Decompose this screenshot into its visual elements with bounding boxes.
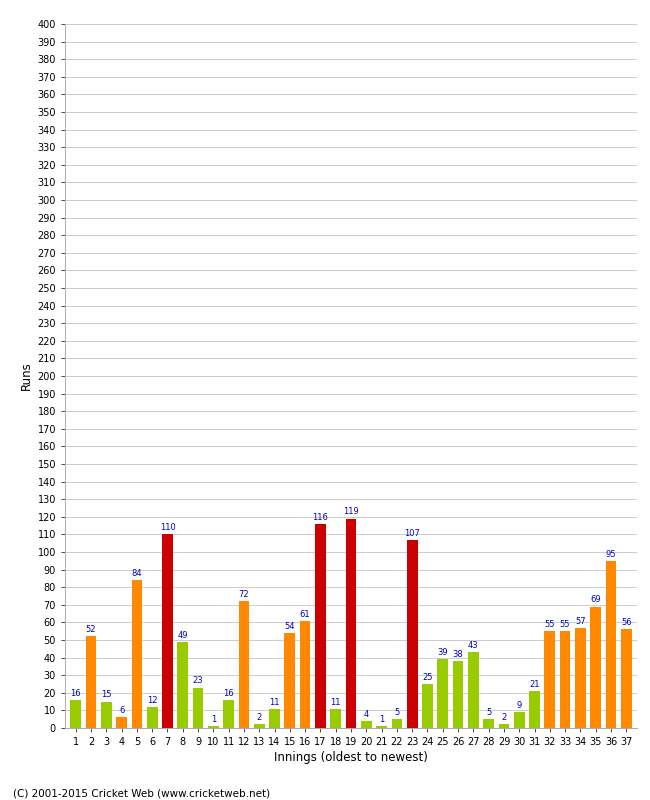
Bar <box>70 700 81 728</box>
Text: 72: 72 <box>239 590 249 599</box>
Text: 61: 61 <box>300 610 311 618</box>
Text: 56: 56 <box>621 618 632 627</box>
Text: 9: 9 <box>517 701 522 710</box>
Text: 11: 11 <box>269 698 280 706</box>
Bar <box>452 661 463 728</box>
Bar <box>239 602 250 728</box>
Bar <box>300 621 311 728</box>
Text: 11: 11 <box>330 698 341 706</box>
Bar <box>590 606 601 728</box>
Bar <box>560 631 571 728</box>
Bar <box>208 726 218 728</box>
Y-axis label: Runs: Runs <box>20 362 33 390</box>
Bar <box>254 725 265 728</box>
Text: (C) 2001-2015 Cricket Web (www.cricketweb.net): (C) 2001-2015 Cricket Web (www.cricketwe… <box>13 788 270 798</box>
Bar <box>162 534 173 728</box>
Bar <box>575 628 586 728</box>
Bar <box>437 659 448 728</box>
Bar <box>177 642 188 728</box>
Text: 6: 6 <box>119 706 124 715</box>
Text: 57: 57 <box>575 617 586 626</box>
Bar <box>499 725 510 728</box>
Text: 16: 16 <box>224 689 234 698</box>
Bar <box>606 561 616 728</box>
Text: 4: 4 <box>363 710 369 719</box>
Bar <box>315 524 326 728</box>
Bar <box>545 631 555 728</box>
Bar <box>361 721 372 728</box>
Text: 16: 16 <box>70 689 81 698</box>
Bar <box>468 652 478 728</box>
Text: 55: 55 <box>545 620 555 629</box>
Text: 21: 21 <box>529 680 539 689</box>
Bar <box>101 702 112 728</box>
Text: 1: 1 <box>211 715 216 724</box>
X-axis label: Innings (oldest to newest): Innings (oldest to newest) <box>274 751 428 764</box>
Text: 69: 69 <box>590 595 601 605</box>
Text: 1: 1 <box>379 715 384 724</box>
Text: 15: 15 <box>101 690 112 699</box>
Bar <box>147 707 157 728</box>
Text: 5: 5 <box>395 708 400 717</box>
Text: 54: 54 <box>285 622 295 631</box>
Bar <box>422 684 433 728</box>
Bar <box>484 719 494 728</box>
Bar <box>131 580 142 728</box>
Text: 119: 119 <box>343 507 359 517</box>
Bar <box>376 726 387 728</box>
Bar <box>116 718 127 728</box>
Text: 107: 107 <box>404 529 420 538</box>
Text: 95: 95 <box>606 550 616 558</box>
Bar <box>529 691 540 728</box>
Bar <box>330 709 341 728</box>
Text: 23: 23 <box>193 677 203 686</box>
Text: 110: 110 <box>160 523 176 532</box>
Bar <box>391 719 402 728</box>
Text: 39: 39 <box>437 648 448 658</box>
Text: 2: 2 <box>257 714 262 722</box>
Bar <box>86 637 96 728</box>
Text: 5: 5 <box>486 708 491 717</box>
Text: 25: 25 <box>422 673 433 682</box>
Text: 84: 84 <box>131 569 142 578</box>
Text: 12: 12 <box>147 696 157 705</box>
Bar <box>269 709 280 728</box>
Text: 52: 52 <box>86 626 96 634</box>
Text: 43: 43 <box>468 642 478 650</box>
Text: 116: 116 <box>313 513 328 522</box>
Bar <box>514 712 525 728</box>
Bar <box>407 540 417 728</box>
Bar <box>346 518 356 728</box>
Text: 38: 38 <box>452 650 463 659</box>
Text: 55: 55 <box>560 620 570 629</box>
Bar <box>192 687 203 728</box>
Text: 49: 49 <box>177 630 188 640</box>
Text: 2: 2 <box>501 714 506 722</box>
Bar <box>285 633 295 728</box>
Bar <box>224 700 234 728</box>
Bar <box>621 630 632 728</box>
